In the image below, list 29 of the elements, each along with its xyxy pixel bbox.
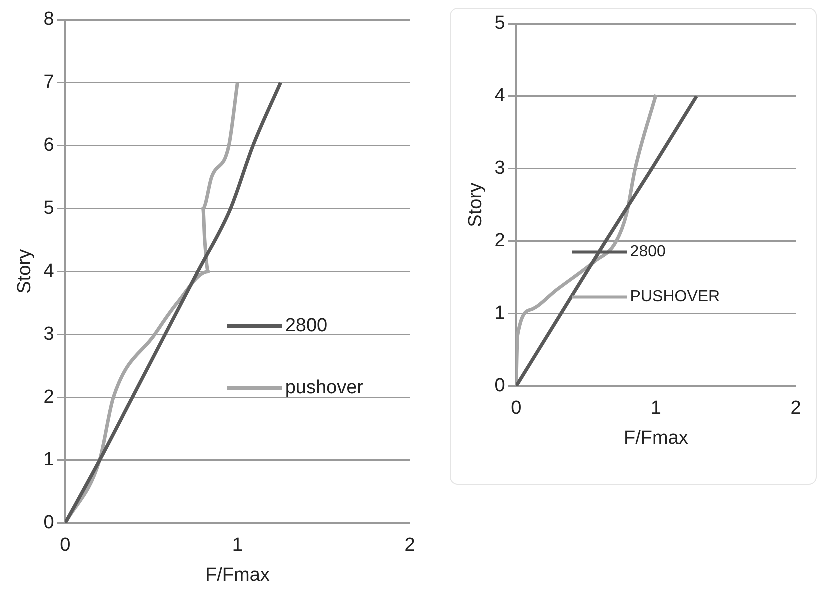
y-tick-label: 0: [494, 376, 506, 397]
x-tick-label: 1: [650, 398, 662, 420]
y-tick-label: 3: [44, 324, 54, 345]
y-tick-label: 8: [44, 9, 54, 30]
x-axis-title: F/Fmax: [205, 564, 270, 586]
x-axis-title: F/Fmax: [624, 428, 689, 449]
y-tick-label: 2: [494, 230, 506, 252]
y-tick-label: 7: [44, 72, 54, 94]
y-tick-label: 6: [44, 135, 54, 156]
x-tick-label: 2: [790, 398, 802, 420]
y-tick-label: 4: [44, 260, 55, 282]
y-axis-title: Story: [14, 249, 36, 294]
y-tick-label: 5: [44, 198, 54, 220]
legend-label: pushover: [285, 377, 364, 398]
y-tick-label: 5: [494, 13, 506, 34]
x-tick-label: 0: [511, 398, 522, 420]
y-tick-label: 4: [494, 86, 506, 107]
x-tick-label: 1: [232, 535, 243, 556]
legend-label: PUSHOVER: [630, 288, 720, 306]
y-tick-label: 1: [44, 450, 54, 471]
legend-label: 2800: [630, 244, 666, 261]
line-series: [65, 81, 283, 524]
y-tick-label: 3: [494, 158, 506, 180]
legend-label: 2800: [285, 315, 328, 336]
y-axis-title: Story: [466, 182, 487, 228]
y-tick-label: 1: [494, 303, 506, 324]
x-tick-label: 0: [60, 535, 71, 556]
y-tick-label: 0: [44, 512, 54, 534]
x-tick-label: 2: [404, 535, 416, 556]
